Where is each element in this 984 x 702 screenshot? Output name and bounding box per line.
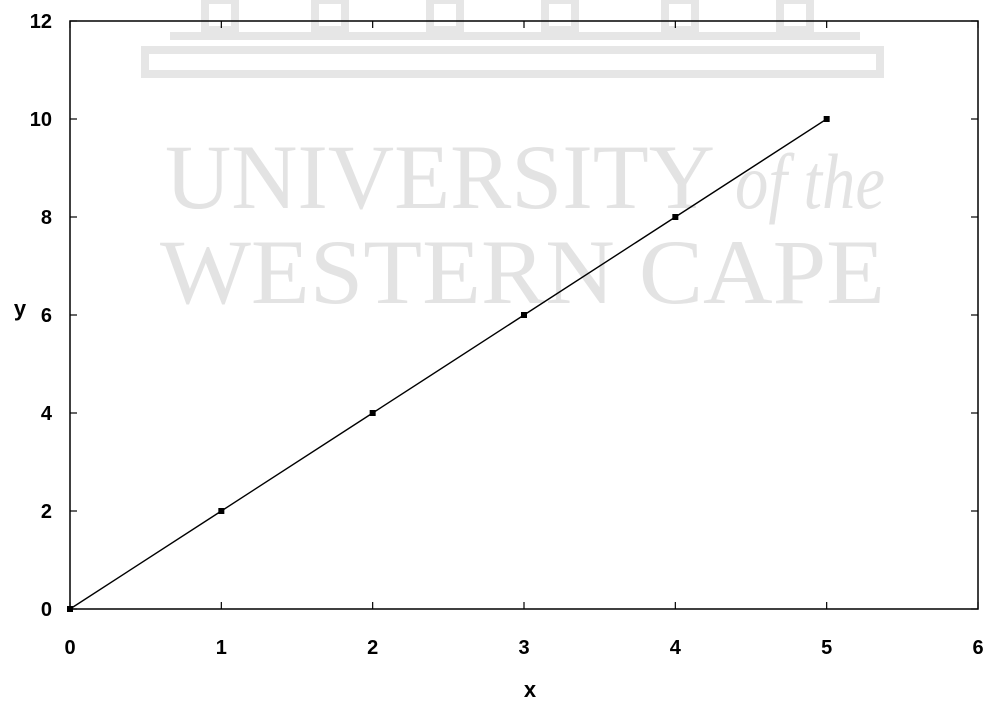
data-point <box>67 606 73 612</box>
y-tick-label: 10 <box>30 109 52 131</box>
watermark-logo: UNIVERSITY of the WESTERN CAPE <box>141 0 885 323</box>
watermark-line2: WESTERN CAPE <box>160 221 885 323</box>
x-tick-label: 4 <box>670 637 682 659</box>
y-tick-label: 6 <box>41 305 52 327</box>
x-tick-label: 0 <box>64 637 75 659</box>
y-tick-label: 2 <box>41 501 52 523</box>
data-point <box>369 410 376 416</box>
watermark-line1: UNIVERSITY <box>165 126 715 228</box>
data-point <box>521 312 527 318</box>
data-point <box>672 214 679 220</box>
y-tick-label: 0 <box>41 599 52 621</box>
data-point <box>823 116 830 122</box>
watermark-building <box>141 0 884 78</box>
data-point <box>218 508 225 514</box>
x-axis-title: x <box>524 677 537 702</box>
watermark-line1-suffix: of the <box>735 138 885 225</box>
y-axis-title: y <box>14 296 27 321</box>
x-tick-label: 5 <box>821 637 832 659</box>
x-tick-label: 1 <box>216 637 227 659</box>
x-tick-label: 2 <box>367 637 378 659</box>
x-tick-label: 3 <box>518 637 529 659</box>
y-tick-label: 4 <box>41 403 53 425</box>
series-line <box>69 118 828 610</box>
y-tick-label: 8 <box>41 207 52 229</box>
y-tick-label: 12 <box>30 11 52 33</box>
data-series <box>67 116 830 612</box>
x-tick-label: 6 <box>972 637 983 659</box>
tick-marks <box>69 20 979 610</box>
